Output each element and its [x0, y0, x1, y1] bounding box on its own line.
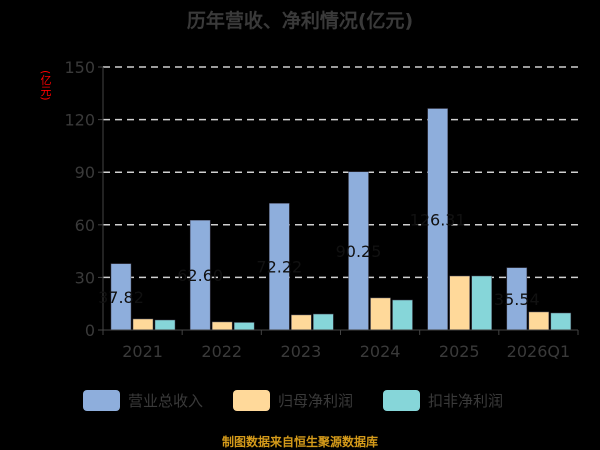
bar: [233, 322, 255, 331]
bar-data-label: 72.22: [256, 258, 302, 277]
legend-swatch: [83, 390, 120, 411]
bar-data-label: 126.31: [410, 210, 466, 229]
x-tick-label: 2026Q1: [507, 342, 571, 361]
bar: [471, 275, 492, 331]
bar: [550, 312, 572, 331]
y-tick-label: 60: [75, 216, 95, 235]
legend-swatch: [383, 390, 420, 411]
y-tick-label: 0: [85, 321, 95, 340]
bar-data-label: 62.60: [177, 266, 223, 285]
bar-data-label: 90.25: [336, 242, 382, 261]
bar: [449, 275, 470, 331]
bar: [291, 314, 312, 331]
legend-label: 归母净利润: [278, 392, 354, 410]
x-tick-label: 2023: [281, 342, 322, 361]
legend-item-net-profit[interactable]: 归母净利润: [233, 390, 353, 411]
legend-item-deducted-net-profit[interactable]: 扣非净利润: [383, 390, 503, 411]
legend-swatch: [233, 390, 270, 411]
y-tick-label: 120: [64, 111, 95, 130]
y-tick-label: 30: [75, 268, 95, 287]
bar: [392, 299, 413, 331]
bar: [528, 311, 550, 331]
chart-title: 历年营收、净利情况(亿元): [186, 10, 414, 32]
bar: [211, 321, 233, 331]
legend-item-revenue[interactable]: 营业总收入: [83, 390, 203, 411]
x-tick-label: 2025: [439, 342, 480, 361]
y-tick-label: 90: [75, 163, 95, 182]
bar: [370, 297, 391, 331]
bar: [132, 318, 154, 331]
bar: [154, 319, 176, 331]
x-tick-label: 2024: [360, 342, 401, 361]
x-tick-label: 2021: [122, 342, 163, 361]
bar: [313, 313, 334, 331]
bar-data-label: 35.54: [494, 290, 540, 309]
bar-data-label: 37.82: [98, 288, 144, 307]
x-tick-label: 2022: [201, 342, 242, 361]
data-source-note: 制图数据来自恒生聚源数据库: [221, 435, 378, 449]
legend-label: 营业总收入: [128, 392, 204, 410]
y-tick-label: 150: [64, 58, 95, 77]
legend-label: 扣非净利润: [428, 392, 504, 410]
y-axis-unit-label: (亿元): [39, 70, 52, 101]
